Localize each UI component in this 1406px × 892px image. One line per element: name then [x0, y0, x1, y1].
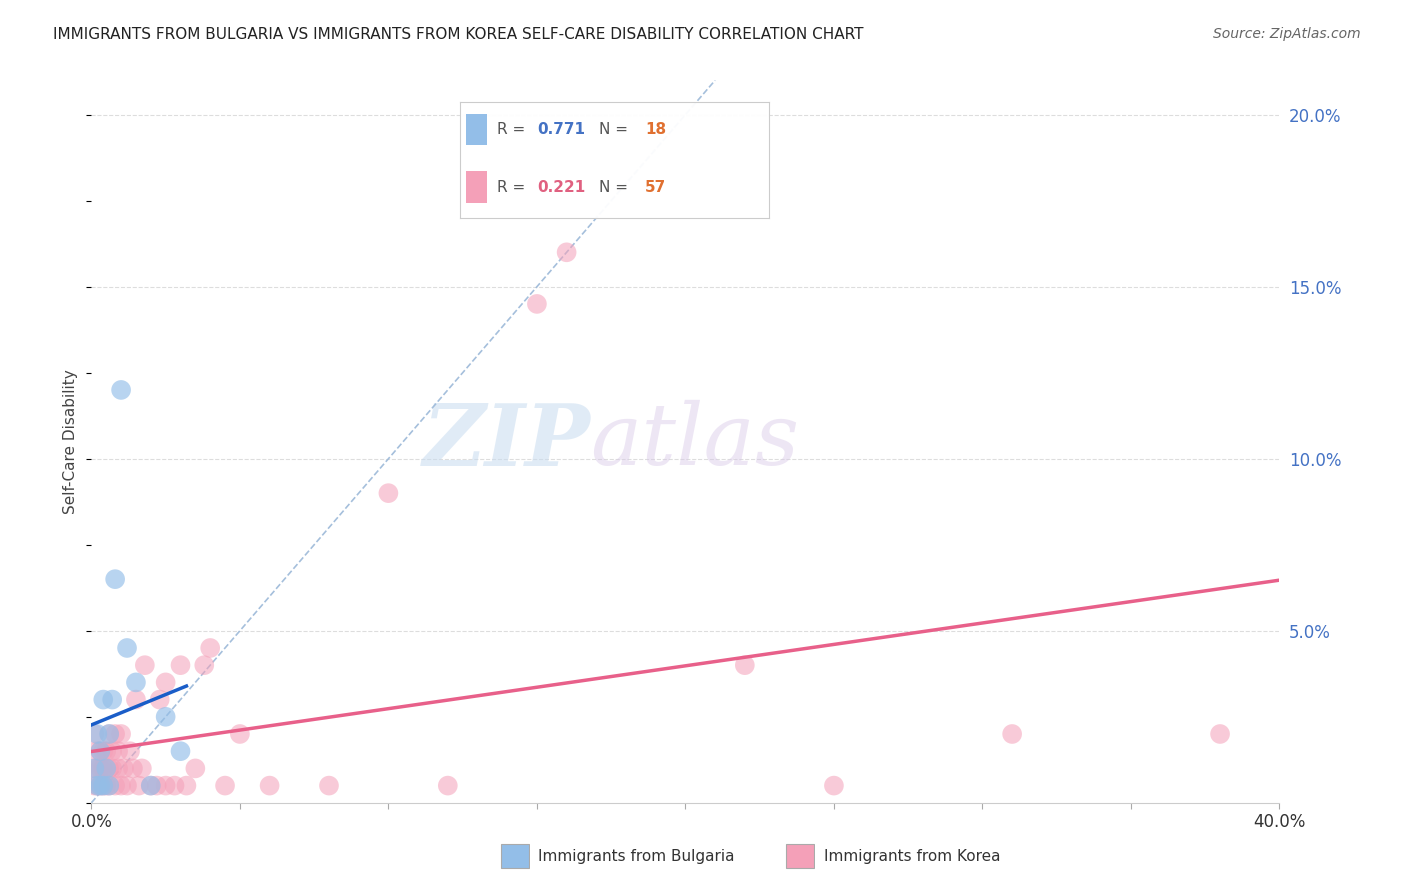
Point: [110, 383, 132, 397]
Point: [184, 761, 207, 775]
Point: [155, 779, 177, 793]
Point: [86, 779, 108, 793]
Point: [259, 779, 281, 793]
Point: [104, 572, 127, 586]
Point: [115, 640, 138, 655]
Text: IMMIGRANTS FROM BULGARIA VS IMMIGRANTS FROM KOREA SELF-CARE DISABILITY CORRELATI: IMMIGRANTS FROM BULGARIA VS IMMIGRANTS F…: [53, 27, 863, 42]
Point: [139, 779, 162, 793]
Point: [83, 761, 105, 775]
Point: [139, 779, 162, 793]
Point: [83, 727, 105, 741]
Point: [89, 779, 111, 793]
Point: [128, 779, 150, 793]
Point: [104, 727, 127, 741]
Point: [115, 779, 138, 793]
Point: [101, 744, 124, 758]
Point: [98, 779, 121, 793]
Text: Immigrants from Bulgaria: Immigrants from Bulgaria: [538, 849, 735, 863]
Text: Immigrants from Korea: Immigrants from Korea: [824, 849, 1001, 863]
Point: [98, 727, 121, 741]
Point: [91, 761, 114, 775]
Point: [86, 761, 108, 775]
Point: [734, 658, 756, 673]
Point: [83, 761, 105, 775]
Text: Source: ZipAtlas.com: Source: ZipAtlas.com: [1213, 27, 1361, 41]
Point: [229, 727, 252, 741]
Point: [125, 692, 148, 706]
Point: [823, 779, 845, 793]
Point: [91, 692, 114, 706]
Point: [134, 658, 156, 673]
Point: [98, 761, 121, 775]
Point: [86, 779, 108, 793]
Point: [1209, 727, 1232, 741]
Point: [96, 761, 118, 775]
Point: [101, 761, 124, 775]
Point: [91, 779, 114, 793]
Point: [98, 779, 121, 793]
Point: [1001, 727, 1024, 741]
Point: [169, 658, 191, 673]
Point: [110, 779, 132, 793]
Point: [91, 744, 114, 758]
Point: [91, 779, 114, 793]
Point: [149, 692, 172, 706]
Point: [96, 761, 118, 775]
Point: [131, 761, 153, 775]
Point: [163, 779, 186, 793]
Point: [110, 727, 132, 741]
Point: [112, 761, 135, 775]
Point: [318, 779, 340, 793]
Point: [155, 675, 177, 690]
Point: [96, 779, 118, 793]
Point: [104, 779, 127, 793]
Text: ZIP: ZIP: [423, 400, 591, 483]
Point: [86, 727, 108, 741]
Point: [526, 297, 548, 311]
Point: [101, 692, 124, 706]
Point: [96, 744, 118, 758]
Point: [89, 744, 111, 758]
Point: [83, 779, 105, 793]
Point: [89, 779, 111, 793]
Point: [107, 744, 129, 758]
Point: [86, 744, 108, 758]
Point: [193, 658, 215, 673]
Point: [200, 640, 222, 655]
Point: [176, 779, 198, 793]
Point: [98, 727, 121, 741]
Point: [555, 245, 578, 260]
Y-axis label: Self-Care Disability: Self-Care Disability: [63, 369, 79, 514]
Point: [155, 710, 177, 724]
Point: [122, 761, 145, 775]
Point: [145, 779, 167, 793]
Point: [169, 744, 191, 758]
Text: atlas: atlas: [591, 401, 800, 483]
Point: [125, 675, 148, 690]
Point: [377, 486, 399, 500]
Point: [107, 761, 129, 775]
Point: [118, 744, 141, 758]
Point: [214, 779, 236, 793]
Point: [89, 761, 111, 775]
Point: [89, 744, 111, 758]
Point: [436, 779, 458, 793]
